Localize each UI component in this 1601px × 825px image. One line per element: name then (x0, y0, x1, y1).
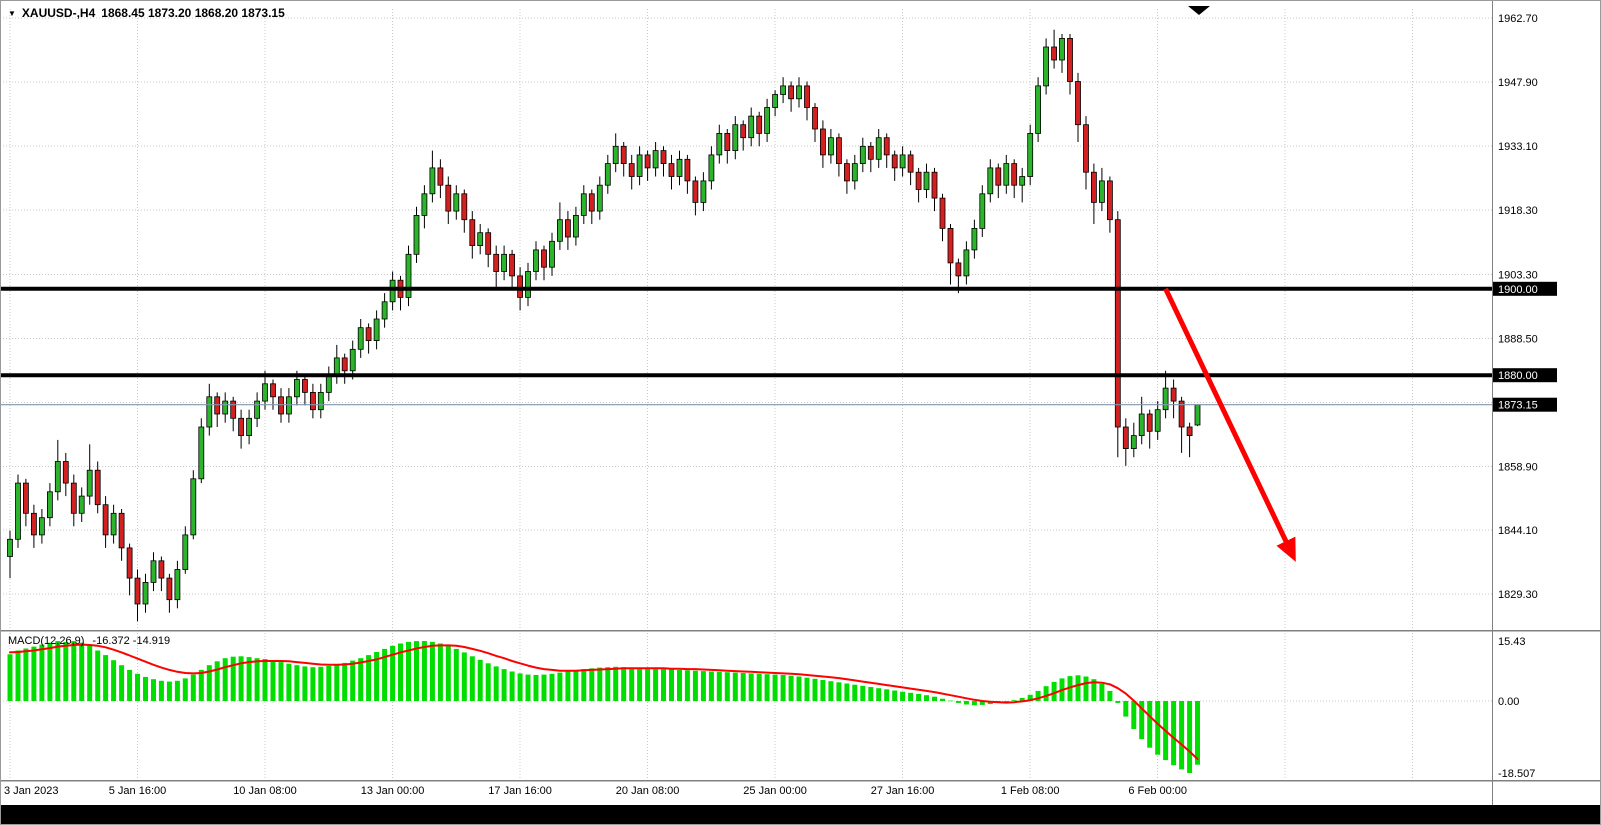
time-axis-label: 10 Jan 08:00 (233, 785, 297, 797)
time-axis-label: 1 Feb 08:00 (1001, 785, 1060, 797)
macd-axis-label: 15.43 (1498, 636, 1526, 648)
time-axis-label: 6 Feb 00:00 (1128, 785, 1187, 797)
price-level-badge: 1880.00 (1493, 368, 1557, 383)
time-axis[interactable]: 3 Jan 2023 5 Jan 16:00 10 Jan 08:00 13 Jan … (4, 785, 1187, 797)
price-axis-label: 1844.10 (1498, 525, 1538, 537)
price-axis-label: 1829.30 (1498, 589, 1538, 601)
chart-header: ▼ XAUUSD-,H4 1868.45 1873.20 1868.20 187… (8, 6, 285, 20)
time-axis-label: 3 Jan 2023 (4, 785, 58, 797)
macd-indicator-values: -16.372 -14.919 (92, 635, 171, 647)
horizontal-gridlines (3, 17, 1492, 702)
time-axis-label: 17 Jan 16:00 (488, 785, 552, 797)
time-axis-label: 27 Jan 16:00 (871, 785, 935, 797)
bottom-scrollbar[interactable] (1, 805, 1601, 825)
price-axis[interactable]: 1962.70 1947.90 1933.10 1918.30 1903.30 1888.… (1498, 13, 1538, 780)
price-axis-label: 1903.30 (1498, 270, 1538, 282)
macd-axis-label: 0.00 (1498, 696, 1519, 708)
macd-signal-line (9, 643, 1199, 760)
price-axis-label: 1933.10 (1498, 141, 1538, 153)
current-price-badge: 1873.15 (1493, 397, 1557, 412)
price-axis-label: 1858.90 (1498, 461, 1538, 473)
chart-shift-marker[interactable] (1188, 6, 1210, 15)
svg-text:1873.15: 1873.15 (1498, 400, 1538, 412)
time-axis-label: 25 Jan 00:00 (743, 785, 807, 797)
macd-indicator-label: MACD(12,26,9) (8, 635, 85, 647)
price-axis-label: 1947.90 (1498, 77, 1538, 89)
time-axis-label: 20 Jan 08:00 (616, 785, 680, 797)
expand-triangle-icon[interactable]: ▼ (8, 9, 16, 18)
symbol-period-label: XAUUSD-,H4 (21, 6, 96, 20)
macd-histogram (7, 641, 1200, 773)
svg-text:1900.00: 1900.00 (1498, 284, 1538, 296)
candles-layer (7, 29, 1201, 622)
time-axis-label: 13 Jan 00:00 (361, 785, 425, 797)
price-axis-label: 1918.30 (1498, 205, 1538, 217)
price-axis-label: 1962.70 (1498, 13, 1538, 25)
price-level-badge: 1900.00 (1493, 281, 1557, 296)
macd-axis-label: -18.507 (1498, 768, 1535, 780)
price-axis-label: 1888.50 (1498, 334, 1538, 346)
svg-text:1880.00: 1880.00 (1498, 370, 1538, 382)
ohlc-values: 1868.45 1873.20 1868.20 1873.15 (101, 6, 285, 20)
time-axis-label: 5 Jan 16:00 (109, 785, 167, 797)
macd-label-row: MACD(12,26,9) -16.372 -14.919 (8, 635, 170, 647)
arrow-object[interactable] (1163, 287, 1296, 562)
